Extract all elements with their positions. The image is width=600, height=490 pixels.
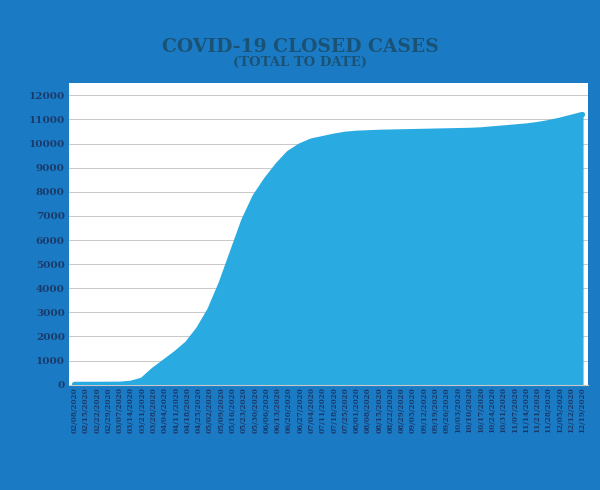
Text: COVID-19 CLOSED CASES: COVID-19 CLOSED CASES — [161, 38, 439, 55]
Text: (TOTAL TO DATE): (TOTAL TO DATE) — [233, 56, 367, 69]
